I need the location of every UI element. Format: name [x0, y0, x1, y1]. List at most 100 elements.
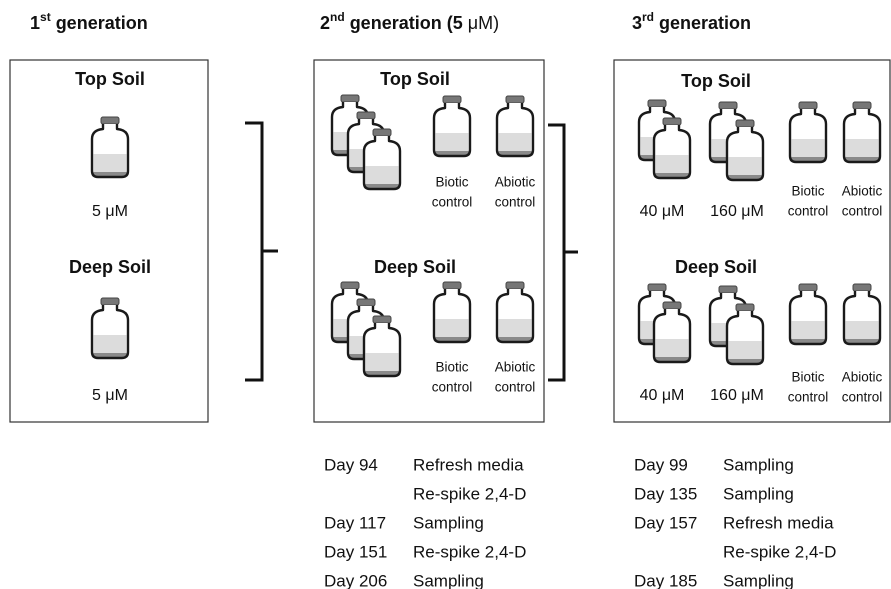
bottle-cap — [852, 101, 872, 110]
bottle-outline — [432, 103, 472, 158]
bottle-label: Biotic — [435, 360, 468, 375]
bottle-label: control — [842, 390, 883, 405]
section-name: Top Soil — [75, 69, 145, 89]
bottle-cap — [798, 101, 818, 110]
liquid — [791, 139, 825, 158]
section-name: Deep Soil — [374, 257, 456, 277]
bottle — [725, 119, 765, 182]
schedule-day: Day 151 — [324, 542, 387, 561]
bottle — [788, 101, 828, 164]
bottle-outline — [362, 136, 402, 191]
sediment — [93, 353, 127, 357]
bottle — [432, 95, 472, 158]
bottle-label: 40 μM — [640, 387, 685, 404]
bottle — [652, 301, 692, 364]
liquid — [655, 155, 689, 174]
bottle-cap — [356, 298, 376, 307]
sediment — [791, 339, 825, 343]
schedule-action: Sampling — [723, 484, 794, 503]
bottle-cap — [340, 94, 360, 103]
bottle-cap — [372, 315, 392, 324]
sediment — [93, 172, 127, 176]
schedule-action: Sampling — [723, 571, 794, 589]
bottle-outline — [788, 291, 828, 346]
panel — [9, 59, 209, 423]
bottle-label: Biotic — [791, 184, 824, 199]
schedule-day: Day 117 — [324, 513, 386, 532]
bottle-cap — [798, 283, 818, 292]
bottle-cap — [442, 95, 462, 104]
liquid — [498, 319, 532, 338]
bottle-cap — [662, 301, 682, 310]
section-name: Deep Soil — [69, 257, 151, 277]
bottle-label: Abiotic — [842, 370, 883, 385]
sediment — [728, 359, 762, 363]
bottle — [90, 116, 130, 179]
bottle-cap — [505, 281, 525, 290]
liquid — [365, 166, 399, 185]
liquid — [655, 339, 689, 358]
generation-title: 1st generation — [30, 10, 148, 33]
schedule-day: Day 99 — [634, 455, 688, 474]
title-suffix: nd — [330, 10, 345, 24]
bottle-outline — [652, 125, 692, 180]
bottle-cap — [647, 99, 667, 108]
schedule-day: Day 135 — [634, 484, 697, 503]
bottle-outline — [725, 127, 765, 182]
schedule-action: Refresh media — [723, 513, 834, 532]
bracket — [548, 123, 578, 382]
bottle-label: control — [788, 390, 829, 405]
liquid — [728, 341, 762, 360]
bottle-outline — [652, 309, 692, 364]
bottle-cap — [852, 283, 872, 292]
bottle-label: control — [842, 204, 883, 219]
bottle — [495, 95, 535, 158]
title-number: 2 — [320, 13, 330, 33]
liquid — [728, 157, 762, 176]
title-number: 1 — [30, 13, 40, 33]
bottle — [432, 281, 472, 344]
bottle-outline — [495, 289, 535, 344]
bottle-label: Abiotic — [495, 175, 536, 190]
schedule-day: Day 157 — [634, 513, 697, 532]
bottle-outline — [90, 305, 130, 360]
bottle-label: 40 μM — [640, 203, 685, 220]
sediment — [435, 151, 469, 155]
schedule-day: Day 185 — [634, 571, 697, 589]
bottle-cap — [100, 116, 120, 125]
bottle-cap — [442, 281, 462, 290]
bottle-cap — [718, 101, 738, 110]
bottle — [842, 101, 882, 164]
generation-title: 3rd generation — [632, 10, 751, 33]
bottle — [652, 117, 692, 180]
sediment — [791, 157, 825, 161]
liquid — [791, 321, 825, 340]
bottle-label: Abiotic — [842, 184, 883, 199]
bottle-outline — [90, 124, 130, 179]
liquid — [435, 133, 469, 152]
bottle-cap — [662, 117, 682, 126]
schedule-action: Re-spike 2,4-D — [413, 542, 526, 561]
bottle — [842, 283, 882, 346]
sediment — [498, 337, 532, 341]
bottle-outline — [788, 109, 828, 164]
bottle-label: control — [432, 195, 473, 210]
bottle-label: Biotic — [435, 175, 468, 190]
bottle — [90, 297, 130, 360]
schedule-action: Refresh media — [413, 455, 524, 474]
bottle-cap — [356, 111, 376, 120]
sediment — [498, 151, 532, 155]
bottle-label: 160 μM — [710, 387, 764, 404]
sediment — [655, 173, 689, 177]
title-unit: μM) — [463, 13, 499, 33]
bottle — [362, 315, 402, 378]
bottle-label: Abiotic — [495, 360, 536, 375]
liquid — [498, 133, 532, 152]
title-text: generation — [51, 13, 148, 33]
liquid — [845, 321, 879, 340]
schedule-action: Re-spike 2,4-D — [723, 542, 836, 561]
bottle-cap — [718, 285, 738, 294]
bracket — [245, 121, 278, 382]
title-text: generation (5 — [345, 13, 463, 33]
sediment — [845, 157, 879, 161]
